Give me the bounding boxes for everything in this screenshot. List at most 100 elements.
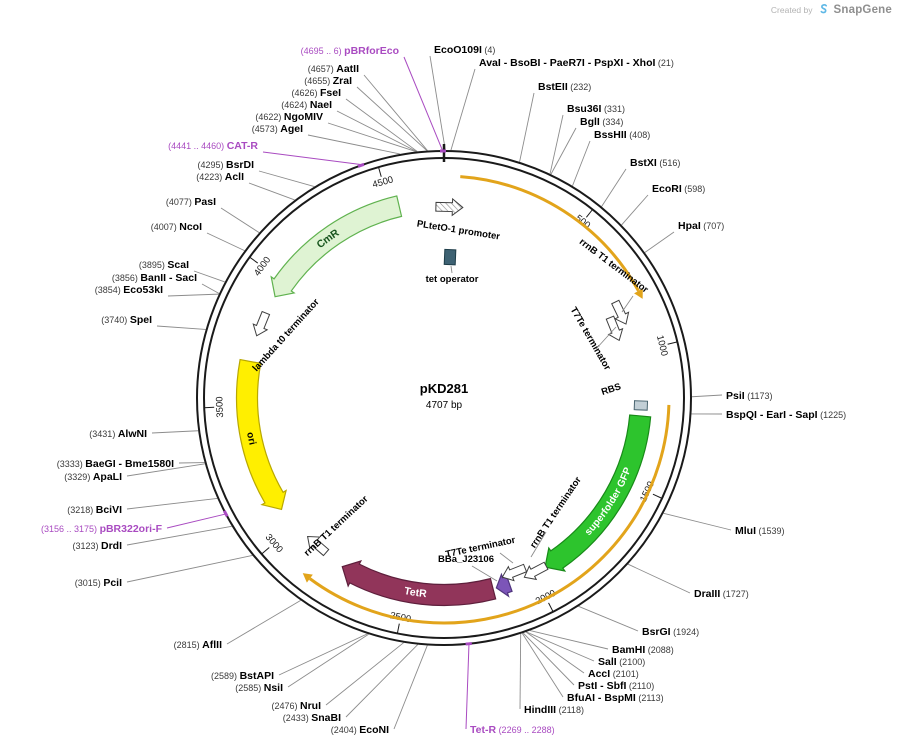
enzyme-label-Bsu36I: Bsu36I (331): [567, 103, 625, 115]
enzyme-label-DrdI: (3123) DrdI: [72, 540, 122, 552]
label-t7te-terminator-upper: T7Te terminator: [568, 305, 613, 372]
plasmid-name: pKD281: [420, 381, 468, 396]
enzyme-label-BssHII: BssHII (408): [594, 129, 650, 141]
enzyme-label-NaeI: (4624) NaeI: [281, 99, 332, 111]
enzyme-label-SnaBI: (2433) SnaBI: [283, 712, 341, 724]
enzyme-leader-HindIII: [519, 633, 522, 710]
enzyme-label-PstI-SbfI: PstI - SbfI (2110): [578, 680, 654, 692]
tick-mark-500: [585, 209, 593, 218]
enzyme-leader-BsrGI: [578, 605, 639, 632]
label-rrnb-t1-terminator-left: rrnB T1 terminator: [302, 494, 371, 559]
enzyme-label-AgeI: (4573) AgeI: [252, 123, 303, 135]
rrnb-t1-terminator-arrow-upper: [611, 299, 630, 325]
enzyme-label-AlwNI: (3431) AlwNI: [89, 428, 147, 440]
feature-ori: [235, 358, 288, 511]
snapgene-logo-icon: [820, 4, 827, 14]
tick-mark-3000: [261, 547, 270, 555]
snapgene-watermark: Created by SnapGene: [771, 3, 892, 16]
tick-mark-1000: [667, 341, 678, 345]
primer-site-Tet-R: [465, 641, 472, 646]
transcript-arc-arrowhead-2: [302, 573, 313, 583]
primer-label-pBRforEco: (4695 .. 6) pBRforEco: [301, 45, 399, 57]
tick-label-1000: 1000: [654, 334, 670, 357]
primer-label-pBR322ori-F: (3156 .. 3175) pBR322ori-F: [41, 523, 163, 535]
enzyme-label-AccI: AccI (2101): [588, 668, 639, 680]
primer-leader-Tet-R: [465, 644, 470, 730]
enzyme-leader-BstAPI: [278, 633, 368, 676]
enzyme-leader-EcoNI: [393, 645, 428, 730]
enzyme-label-AclI: (4223) AclI: [196, 171, 244, 183]
watermark-created-by: Created by: [770, 4, 813, 15]
enzyme-leader-AccI: [525, 631, 585, 674]
enzyme-leader-BstXI: [601, 168, 627, 207]
pltet-o1-promoter-arrow: [435, 197, 464, 217]
feature-label-tetr: TetR: [403, 585, 428, 600]
feature-cmr: [270, 195, 403, 298]
enzyme-leader-BsrDI: [258, 170, 315, 188]
enzyme-leader-PstI: [522, 632, 575, 686]
enzyme-leader-NcoI: [206, 232, 245, 252]
enzyme-label-BstAPI: (2589) BstAPI: [211, 670, 274, 682]
tick-mark-1500: [652, 493, 663, 499]
enzyme-label-HpaI: HpaI (707): [678, 220, 724, 232]
enzyme-leader-MluI: [663, 512, 732, 531]
enzyme-label-DraIII: DraIII (1727): [694, 588, 749, 600]
enzyme-label-BglI: BglI (334): [580, 116, 623, 128]
enzyme-leader-SnaBI: [345, 644, 419, 718]
enzyme-label-AflII: (2815) AflII: [174, 639, 222, 651]
enzyme-leader-ScaI: [193, 270, 225, 283]
enzyme-label-AatII: (4657) AatII: [308, 63, 359, 75]
transcript-arcs: [302, 175, 671, 625]
label-lambda-t0-terminator: lambda t0 terminator: [251, 297, 322, 374]
feature-label-sfgfp: superfolder GFP: [583, 466, 634, 538]
feature-label-ori: ori: [245, 431, 258, 446]
enzyme-label-BsrGI: BsrGI (1924): [642, 626, 699, 638]
enzyme-leader-PciI: [126, 554, 253, 583]
primer-leader-CAT-R: [262, 151, 361, 165]
transcript-arc-1: [460, 175, 640, 292]
primer-site-pBR322ori-F: [222, 510, 229, 518]
enzyme-leader-ApaLI: [126, 463, 205, 477]
enzyme-label-SpeI: (3740) SpeI: [101, 314, 152, 326]
enzyme-label-PciI: (3015) PciI: [75, 577, 122, 589]
rbs-marker: [633, 400, 649, 411]
enzyme-leader-AclI: [248, 182, 295, 201]
enzyme-label-ScaI: (3895) ScaI: [139, 259, 189, 271]
enzyme-label-ApaLI: (3329) ApaLI: [64, 471, 122, 483]
enzyme-label-BciVI: (3218) BciVI: [67, 504, 122, 516]
enzyme-leader-BstEII: [519, 92, 535, 162]
rrnb-t1-terminator-arrow-left: [306, 535, 330, 557]
enzyme-labels: EcoO109I (4)AvaI - BsoBI - PaeR7I - PspX…: [41, 44, 846, 736]
leader-lines: [126, 55, 732, 730]
enzyme-leader-Eco53kI: [167, 293, 219, 297]
enzyme-label-AvaI-BsoBI-PaeR7I-PspXI-XhoI: AvaI - BsoBI - PaeR7I - PspXI - XhoI (21…: [479, 57, 674, 69]
primer-leader-pBR322ori-F: [166, 513, 226, 529]
enzyme-leader-NsiI: [287, 633, 369, 688]
enzyme-label-NcoI: (4007) NcoI: [151, 221, 202, 233]
enzyme-leader-BanII: [201, 283, 220, 294]
enzyme-label-BstXI: BstXI (516): [630, 157, 680, 169]
enzyme-leader-ZraI: [356, 86, 428, 151]
label-connector-6: [450, 265, 453, 274]
enzyme-label-FseI: (4626) FseI: [291, 87, 341, 99]
plasmid-size: 4707 bp: [426, 400, 463, 411]
primer-leader-pBRforEco: [403, 56, 443, 151]
enzyme-label-HindIII: HindIII (2118): [524, 704, 584, 716]
label-pltet-o1-promoter: PLtetO-1 promoter: [416, 219, 501, 243]
enzyme-leader-DraIII: [627, 563, 691, 594]
enzyme-label-PasI: (4077) PasI: [166, 196, 216, 208]
label-connector-1: [471, 565, 498, 582]
enzyme-leader-AvaI: [450, 68, 476, 151]
tick-mark-2000: [548, 602, 554, 612]
enzyme-leader-AgeI: [307, 134, 400, 155]
label-connector-2: [499, 552, 514, 564]
enzyme-leader-FseI: [345, 98, 418, 152]
transcript-arc-arrowhead-1: [634, 288, 643, 299]
enzyme-leader-AlwNI: [151, 430, 199, 434]
lambda-t0-terminator-arrow: [252, 310, 271, 337]
enzyme-leader-EcoO109I: [429, 55, 446, 151]
enzyme-leader-NaeI: [336, 110, 417, 152]
enzyme-label-BsrDI: (4295) BsrDI: [197, 159, 254, 171]
tick-mark-2500: [396, 623, 400, 634]
